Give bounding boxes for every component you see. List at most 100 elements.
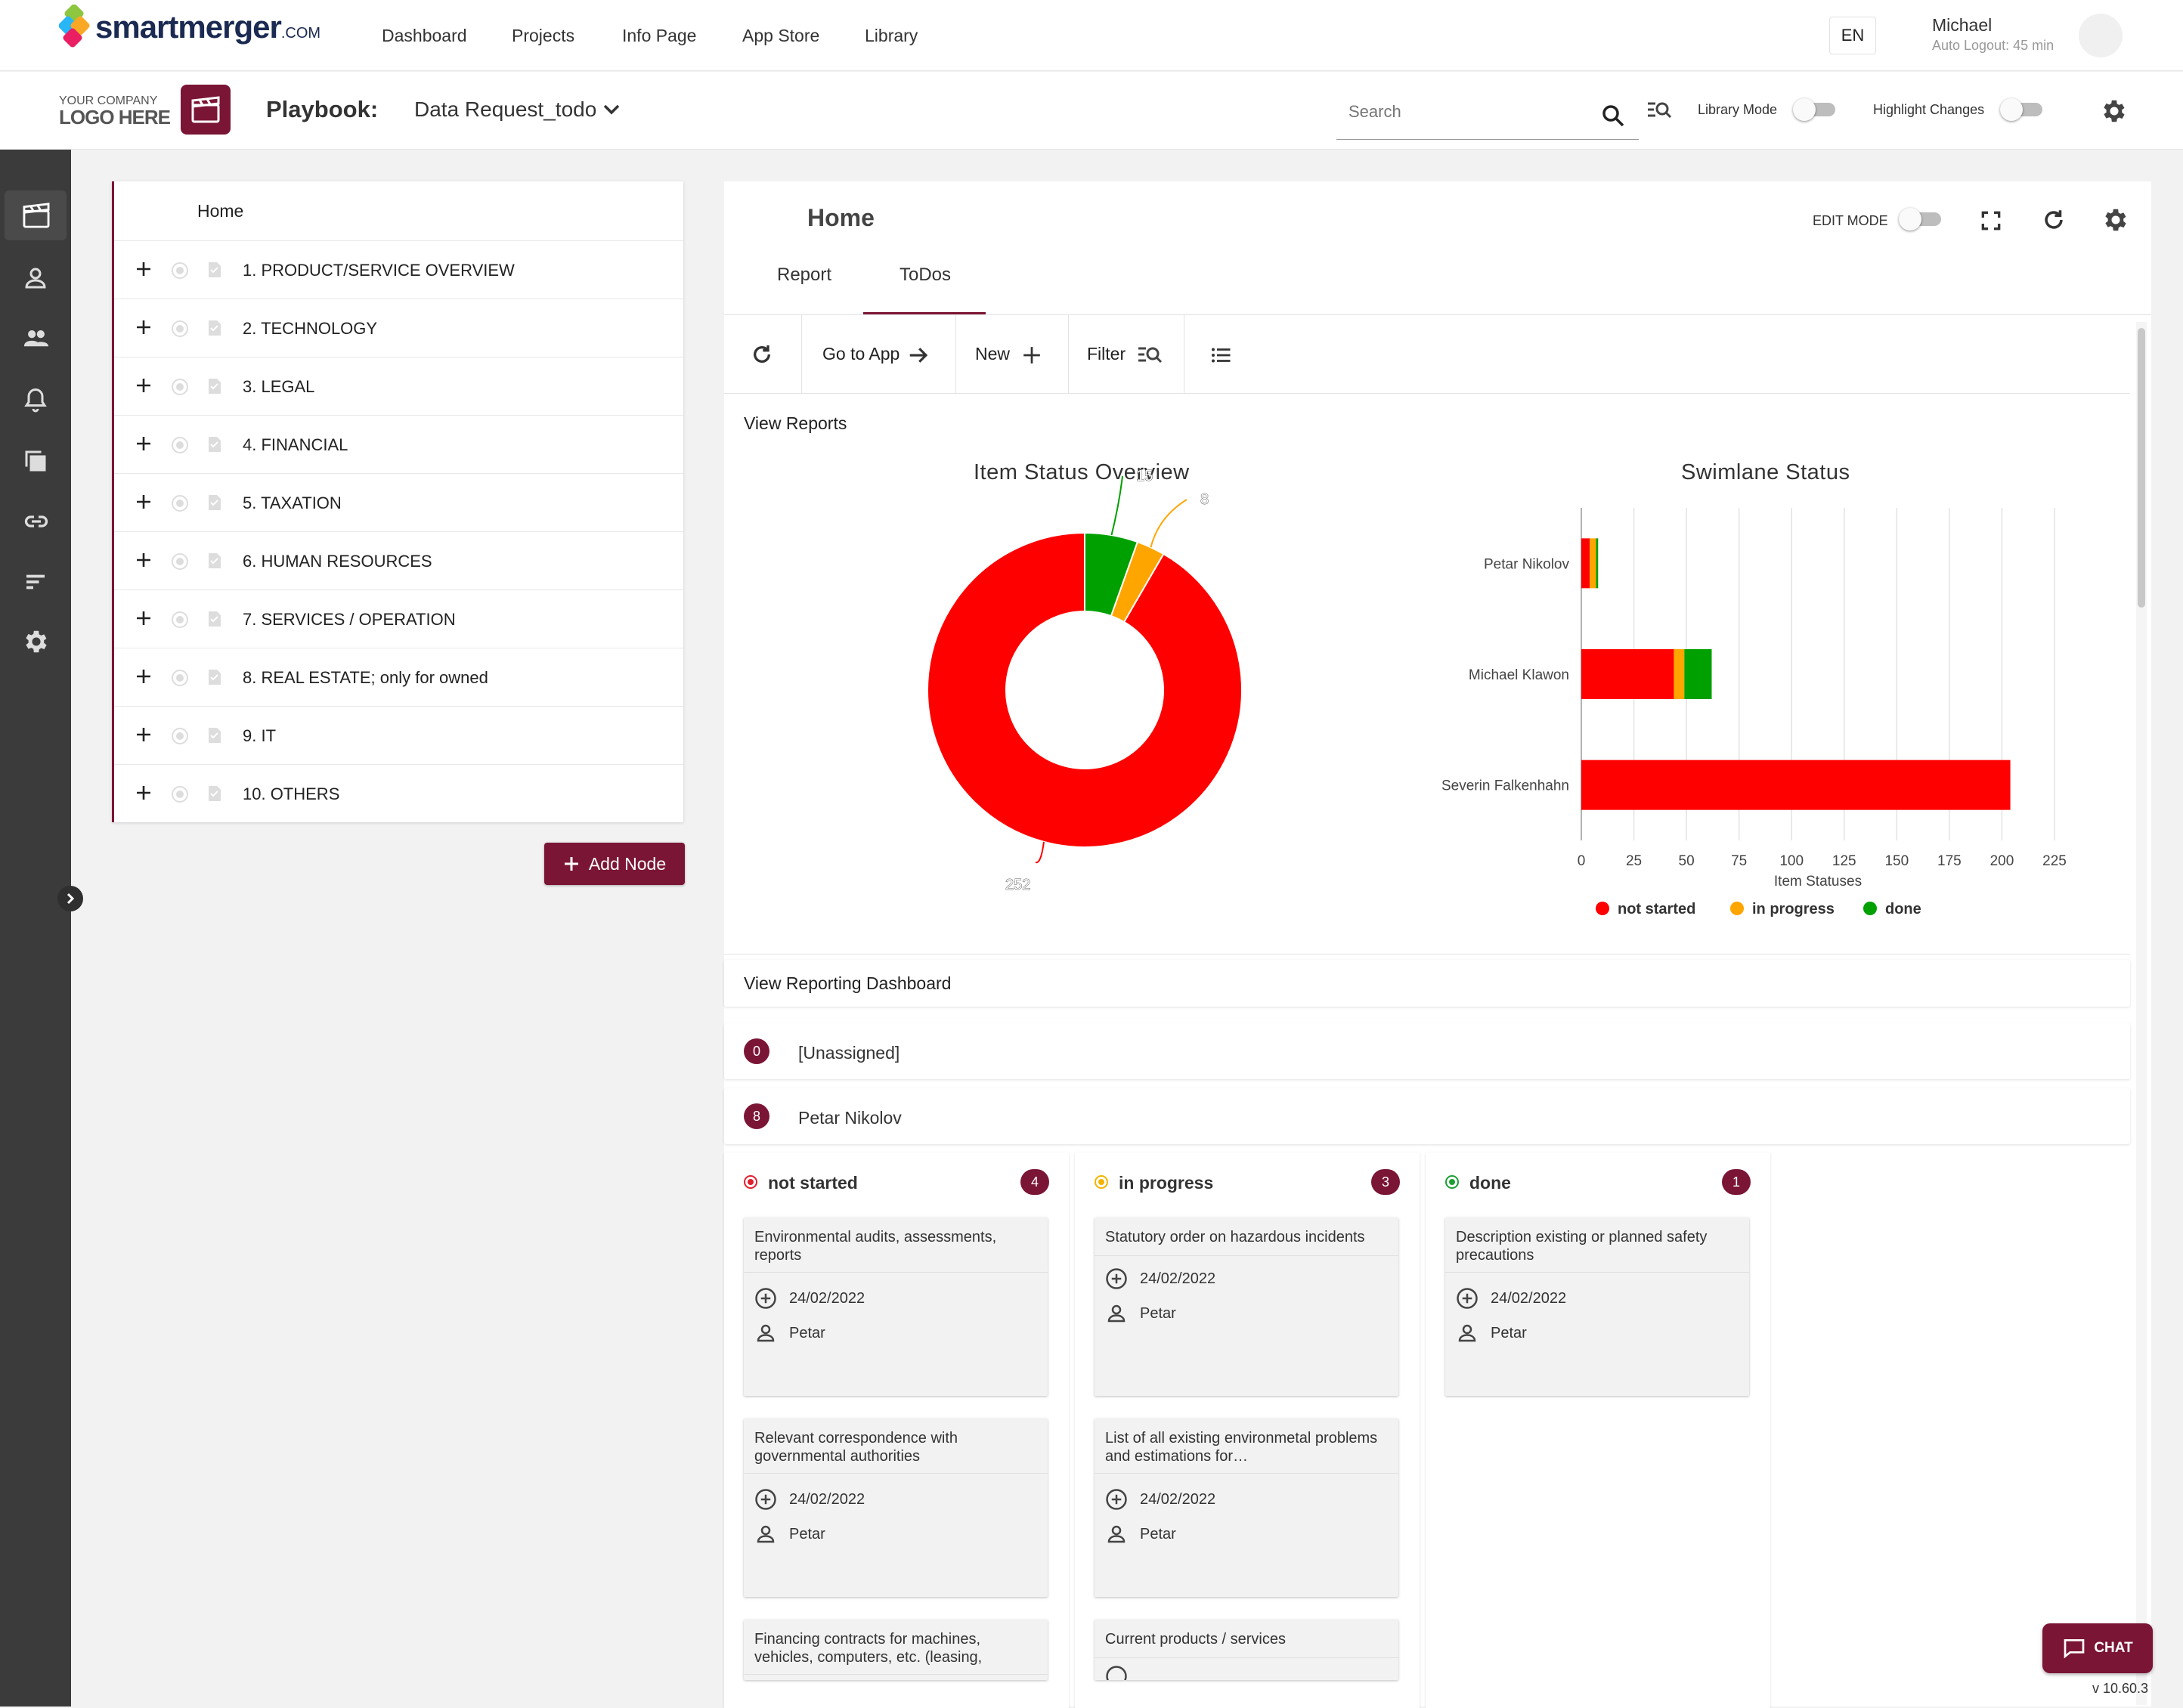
view-reports-link[interactable]: View Reports xyxy=(744,413,847,433)
add-circle-icon[interactable] xyxy=(1105,1488,1128,1511)
swimlane-row-unassigned[interactable]: 0 [Unassigned] xyxy=(724,1023,2130,1079)
todo-card-title: Relevant correspondence with governmenta… xyxy=(754,1430,958,1465)
bar-not-started[interactable] xyxy=(1581,649,1674,699)
group-icon[interactable] xyxy=(22,325,51,352)
refresh-icon[interactable] xyxy=(750,342,774,367)
bar-not-started[interactable] xyxy=(1581,760,2011,810)
view-reporting-dashboard-row[interactable]: View Reporting Dashboard xyxy=(724,960,2130,1007)
search-input[interactable] xyxy=(1349,102,1590,122)
tab-report[interactable]: Report xyxy=(777,265,832,285)
copy-icon[interactable] xyxy=(22,447,49,475)
expand-plus-icon[interactable] xyxy=(135,319,152,336)
arrow-right-icon[interactable] xyxy=(907,344,930,367)
tree-node[interactable]: 6. HUMAN RESOURCES xyxy=(114,531,683,589)
nav-app-store[interactable]: App Store xyxy=(742,26,820,45)
expand-plus-icon[interactable] xyxy=(135,435,152,452)
gear-icon[interactable] xyxy=(22,627,51,656)
tree-node[interactable]: 1. PRODUCT/SERVICE OVERVIEW xyxy=(114,240,683,299)
add-circle-icon[interactable] xyxy=(754,1287,777,1310)
go-to-app-button[interactable]: Go to App xyxy=(822,344,900,364)
scrollbar-thumb[interactable] xyxy=(2138,328,2145,608)
legend-label[interactable]: not started xyxy=(1618,901,1695,917)
advanced-search-icon[interactable] xyxy=(1646,99,1672,122)
avatar[interactable] xyxy=(2079,14,2123,57)
tree-node[interactable]: 7. SERVICES / OPERATION xyxy=(114,589,683,648)
todo-card-date-row: 24/02/2022 xyxy=(1456,1287,1566,1310)
todo-card[interactable]: Relevant correspondence with governmenta… xyxy=(744,1419,1048,1597)
nav-library[interactable]: Library xyxy=(865,26,918,45)
tree-node[interactable]: 8. REAL ESTATE; only for owned xyxy=(114,648,683,706)
donut-slice-not-started[interactable] xyxy=(927,531,1243,848)
user-name[interactable]: Michael xyxy=(1932,15,1993,35)
search-box[interactable] xyxy=(1336,94,1639,140)
bar-done[interactable] xyxy=(1596,538,1599,589)
add-circle-icon[interactable] xyxy=(1105,1267,1128,1290)
tree-home[interactable]: Home xyxy=(197,201,244,221)
tab-todos[interactable]: ToDos xyxy=(900,265,952,285)
filter-search-icon[interactable] xyxy=(1137,344,1163,367)
search-icon[interactable] xyxy=(1601,104,1625,128)
expand-plus-icon[interactable] xyxy=(135,494,152,510)
todo-card[interactable]: Financing contracts for machines, vehicl… xyxy=(744,1620,1048,1680)
expand-plus-icon[interactable] xyxy=(135,552,152,568)
nav-projects[interactable]: Projects xyxy=(512,26,575,45)
gear-icon[interactable] xyxy=(2101,206,2130,234)
todo-card[interactable]: Current products / services xyxy=(1095,1620,1398,1680)
legend-label[interactable]: done xyxy=(1885,901,1921,917)
legend-label[interactable]: in progress xyxy=(1752,901,1835,917)
new-button[interactable]: New xyxy=(975,344,1011,364)
expand-plus-icon[interactable] xyxy=(135,784,152,801)
playbook-selector[interactable]: Data Request_todo xyxy=(414,97,597,121)
todo-card[interactable]: Statutory order on hazardous incidents 24… xyxy=(1095,1218,1398,1396)
clapperboard-icon[interactable] xyxy=(22,203,51,228)
link-icon[interactable] xyxy=(22,508,51,535)
person-icon[interactable] xyxy=(22,265,49,292)
chevron-down-icon[interactable] xyxy=(602,102,621,117)
brand-logo[interactable]: smartmerger.COM xyxy=(59,5,331,56)
add-circle-icon[interactable] xyxy=(1456,1287,1479,1310)
language-button[interactable]: EN xyxy=(1829,17,1876,54)
todo-card[interactable]: Environmental audits, assessments, repor… xyxy=(744,1218,1048,1396)
tree-node[interactable]: 2. TECHNOLOGY xyxy=(114,299,683,357)
nav-info-page[interactable]: Info Page xyxy=(622,26,697,45)
gear-icon[interactable] xyxy=(2100,97,2129,125)
library-mode-toggle[interactable] xyxy=(1793,97,1838,121)
bar-in-progress[interactable] xyxy=(1590,538,1596,589)
expand-plus-icon[interactable] xyxy=(135,261,152,277)
nav-dashboard[interactable]: Dashboard xyxy=(382,26,467,45)
add-circle-icon[interactable] xyxy=(1105,1665,1128,1680)
fullscreen-icon[interactable] xyxy=(1979,209,2003,233)
highlight-changes-toggle[interactable] xyxy=(2000,97,2045,121)
view-reporting-dashboard-link[interactable]: View Reporting Dashboard xyxy=(744,973,952,993)
todo-card[interactable]: Description existing or planned safety p… xyxy=(1445,1218,1749,1396)
plus-icon[interactable] xyxy=(1022,345,1042,365)
expand-plus-icon[interactable] xyxy=(135,377,152,394)
swimlane-name: [Unassigned] xyxy=(798,1043,900,1063)
bar-in-progress[interactable] xyxy=(1674,649,1685,699)
tree-node[interactable]: 10. OTHERS xyxy=(114,764,683,822)
refresh-icon[interactable] xyxy=(2041,207,2067,233)
swimlane-row-petar[interactable]: 8 Petar Nikolov xyxy=(724,1088,2130,1144)
main-scrollbar[interactable] xyxy=(2136,322,2147,1705)
playbook-icon[interactable] xyxy=(181,85,231,135)
filter-button[interactable]: Filter xyxy=(1087,344,1126,364)
x-tick-label: 75 xyxy=(1731,853,1747,869)
todo-card[interactable]: List of all existing environmetal proble… xyxy=(1095,1419,1398,1597)
bar-done[interactable] xyxy=(1684,649,1712,699)
tree-node[interactable]: 5. TAXATION xyxy=(114,473,683,531)
bar-not-started[interactable] xyxy=(1581,538,1590,589)
tree-node[interactable]: 9. IT xyxy=(114,706,683,764)
tree-node[interactable]: 3. LEGAL xyxy=(114,357,683,415)
tree-node[interactable]: 4. FINANCIAL xyxy=(114,415,683,473)
expand-plus-icon[interactable] xyxy=(135,726,152,743)
expand-plus-icon[interactable] xyxy=(135,668,152,685)
add-circle-icon[interactable] xyxy=(754,1488,777,1511)
expand-plus-icon[interactable] xyxy=(135,610,152,627)
edit-mode-toggle[interactable] xyxy=(1899,207,1944,231)
sidebar-expand-button[interactable] xyxy=(57,886,83,911)
sort-icon[interactable] xyxy=(22,568,49,596)
list-view-icon[interactable] xyxy=(1209,344,1232,367)
chat-button[interactable]: CHAT xyxy=(2042,1623,2153,1673)
add-node-button[interactable]: Add Node xyxy=(544,843,685,885)
bell-icon[interactable] xyxy=(22,385,49,414)
